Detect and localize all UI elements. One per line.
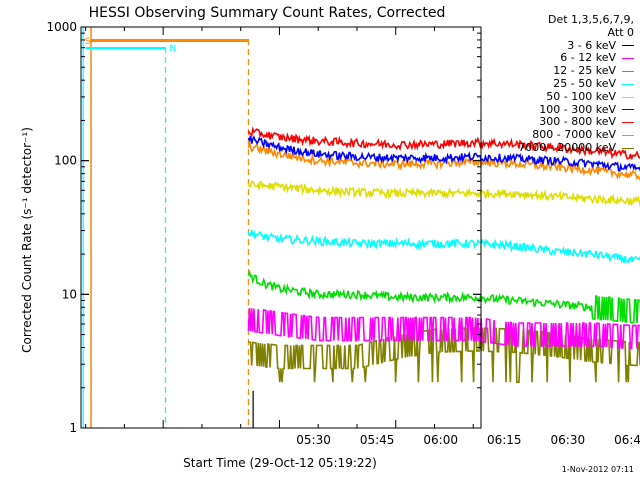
legend-swatch	[622, 58, 634, 60]
legend-label: 3 - 6 keV	[567, 38, 616, 52]
series-line-6	[247, 126, 640, 160]
night-flag-bar	[85, 47, 166, 50]
night-flag-label: N	[169, 44, 176, 54]
legend-item: 300 - 800 keV	[482, 116, 634, 129]
legend-swatch	[622, 109, 634, 111]
plot-area: S N 1 10 100 1000 05:30 05:45 06:00 06:15 06:30 06:…	[46, 20, 640, 447]
legend-swatch	[622, 147, 634, 149]
legend-swatch	[622, 83, 634, 85]
legend-header-detectors: Det 1,3,5,6,7,9,	[547, 13, 634, 26]
legend-swatch	[622, 135, 634, 137]
legend-header-attenuator: Att 0	[607, 25, 634, 39]
legend-label: 6 - 12 keV	[560, 51, 616, 65]
y-tick-label: 1	[69, 421, 77, 435]
y-axis-label: Corrected Count Rate (s⁻¹ detector⁻¹)	[20, 127, 34, 353]
legend-item: 6 - 12 keV	[482, 52, 634, 65]
y-tick-label: 100	[54, 154, 77, 168]
series-line-4	[247, 180, 640, 208]
legend-item: 7000 - 20000 keV	[482, 140, 634, 155]
night-flag-line-left	[82, 27, 84, 428]
legend-swatch	[622, 122, 634, 124]
y-tick-label: 10	[62, 287, 77, 301]
legend-item: 12 - 25 keV	[482, 64, 634, 78]
saa-flag-bar	[90, 39, 249, 42]
x-tick-label: 05:45	[360, 433, 395, 447]
x-axis-label: Start Time (29-Oct-12 05:19:22)	[183, 456, 377, 470]
legend-item: 800 - 7000 keV	[482, 128, 634, 142]
legend-label: 7000 - 20000 keV	[518, 140, 616, 154]
legend-label: 100 - 300 keV	[539, 102, 616, 116]
legend-item: 25 - 50 keV	[482, 76, 634, 91]
saa-flag-line	[90, 27, 92, 428]
legend-swatch	[622, 96, 634, 98]
legend-item: 3 - 6 keV	[482, 38, 634, 53]
x-tick-label: 06:00	[423, 433, 458, 447]
x-tick-label: 06:45	[614, 433, 640, 447]
legend-label: 12 - 25 keV	[553, 64, 616, 78]
legend-item: 50 - 100 keV	[482, 89, 634, 104]
legend-label: 25 - 50 keV	[553, 76, 616, 90]
legend-swatch	[622, 45, 634, 47]
y-tick-label: 1000	[46, 20, 77, 34]
series-line-5	[247, 135, 640, 173]
series-line-2	[247, 269, 640, 324]
generation-timestamp: 1-Nov-2012 07:11	[561, 465, 634, 474]
legend-swatch	[622, 71, 634, 73]
legend-item: 100 - 300 keV	[482, 102, 634, 117]
plot-frame	[80, 26, 482, 429]
series-line-7	[247, 140, 640, 181]
x-tick-label: 06:15	[487, 433, 522, 447]
series-line-3	[247, 229, 640, 264]
legend: Det 1,3,5,6,7,9, Att 0 3 - 6 keV 6 - 12 …	[482, 13, 634, 155]
chart-title: HESSI Observing Summary Count Rates, Cor…	[89, 5, 446, 21]
x-tick-label: 05:30	[296, 433, 331, 447]
saa-flag-label: S	[85, 37, 91, 47]
legend-label: 800 - 7000 keV	[532, 128, 616, 142]
x-tick-label: 06:30	[551, 433, 586, 447]
legend-label: 50 - 100 keV	[546, 89, 616, 103]
series-line-1	[247, 307, 640, 350]
legend-label: 300 - 800 keV	[539, 115, 616, 129]
